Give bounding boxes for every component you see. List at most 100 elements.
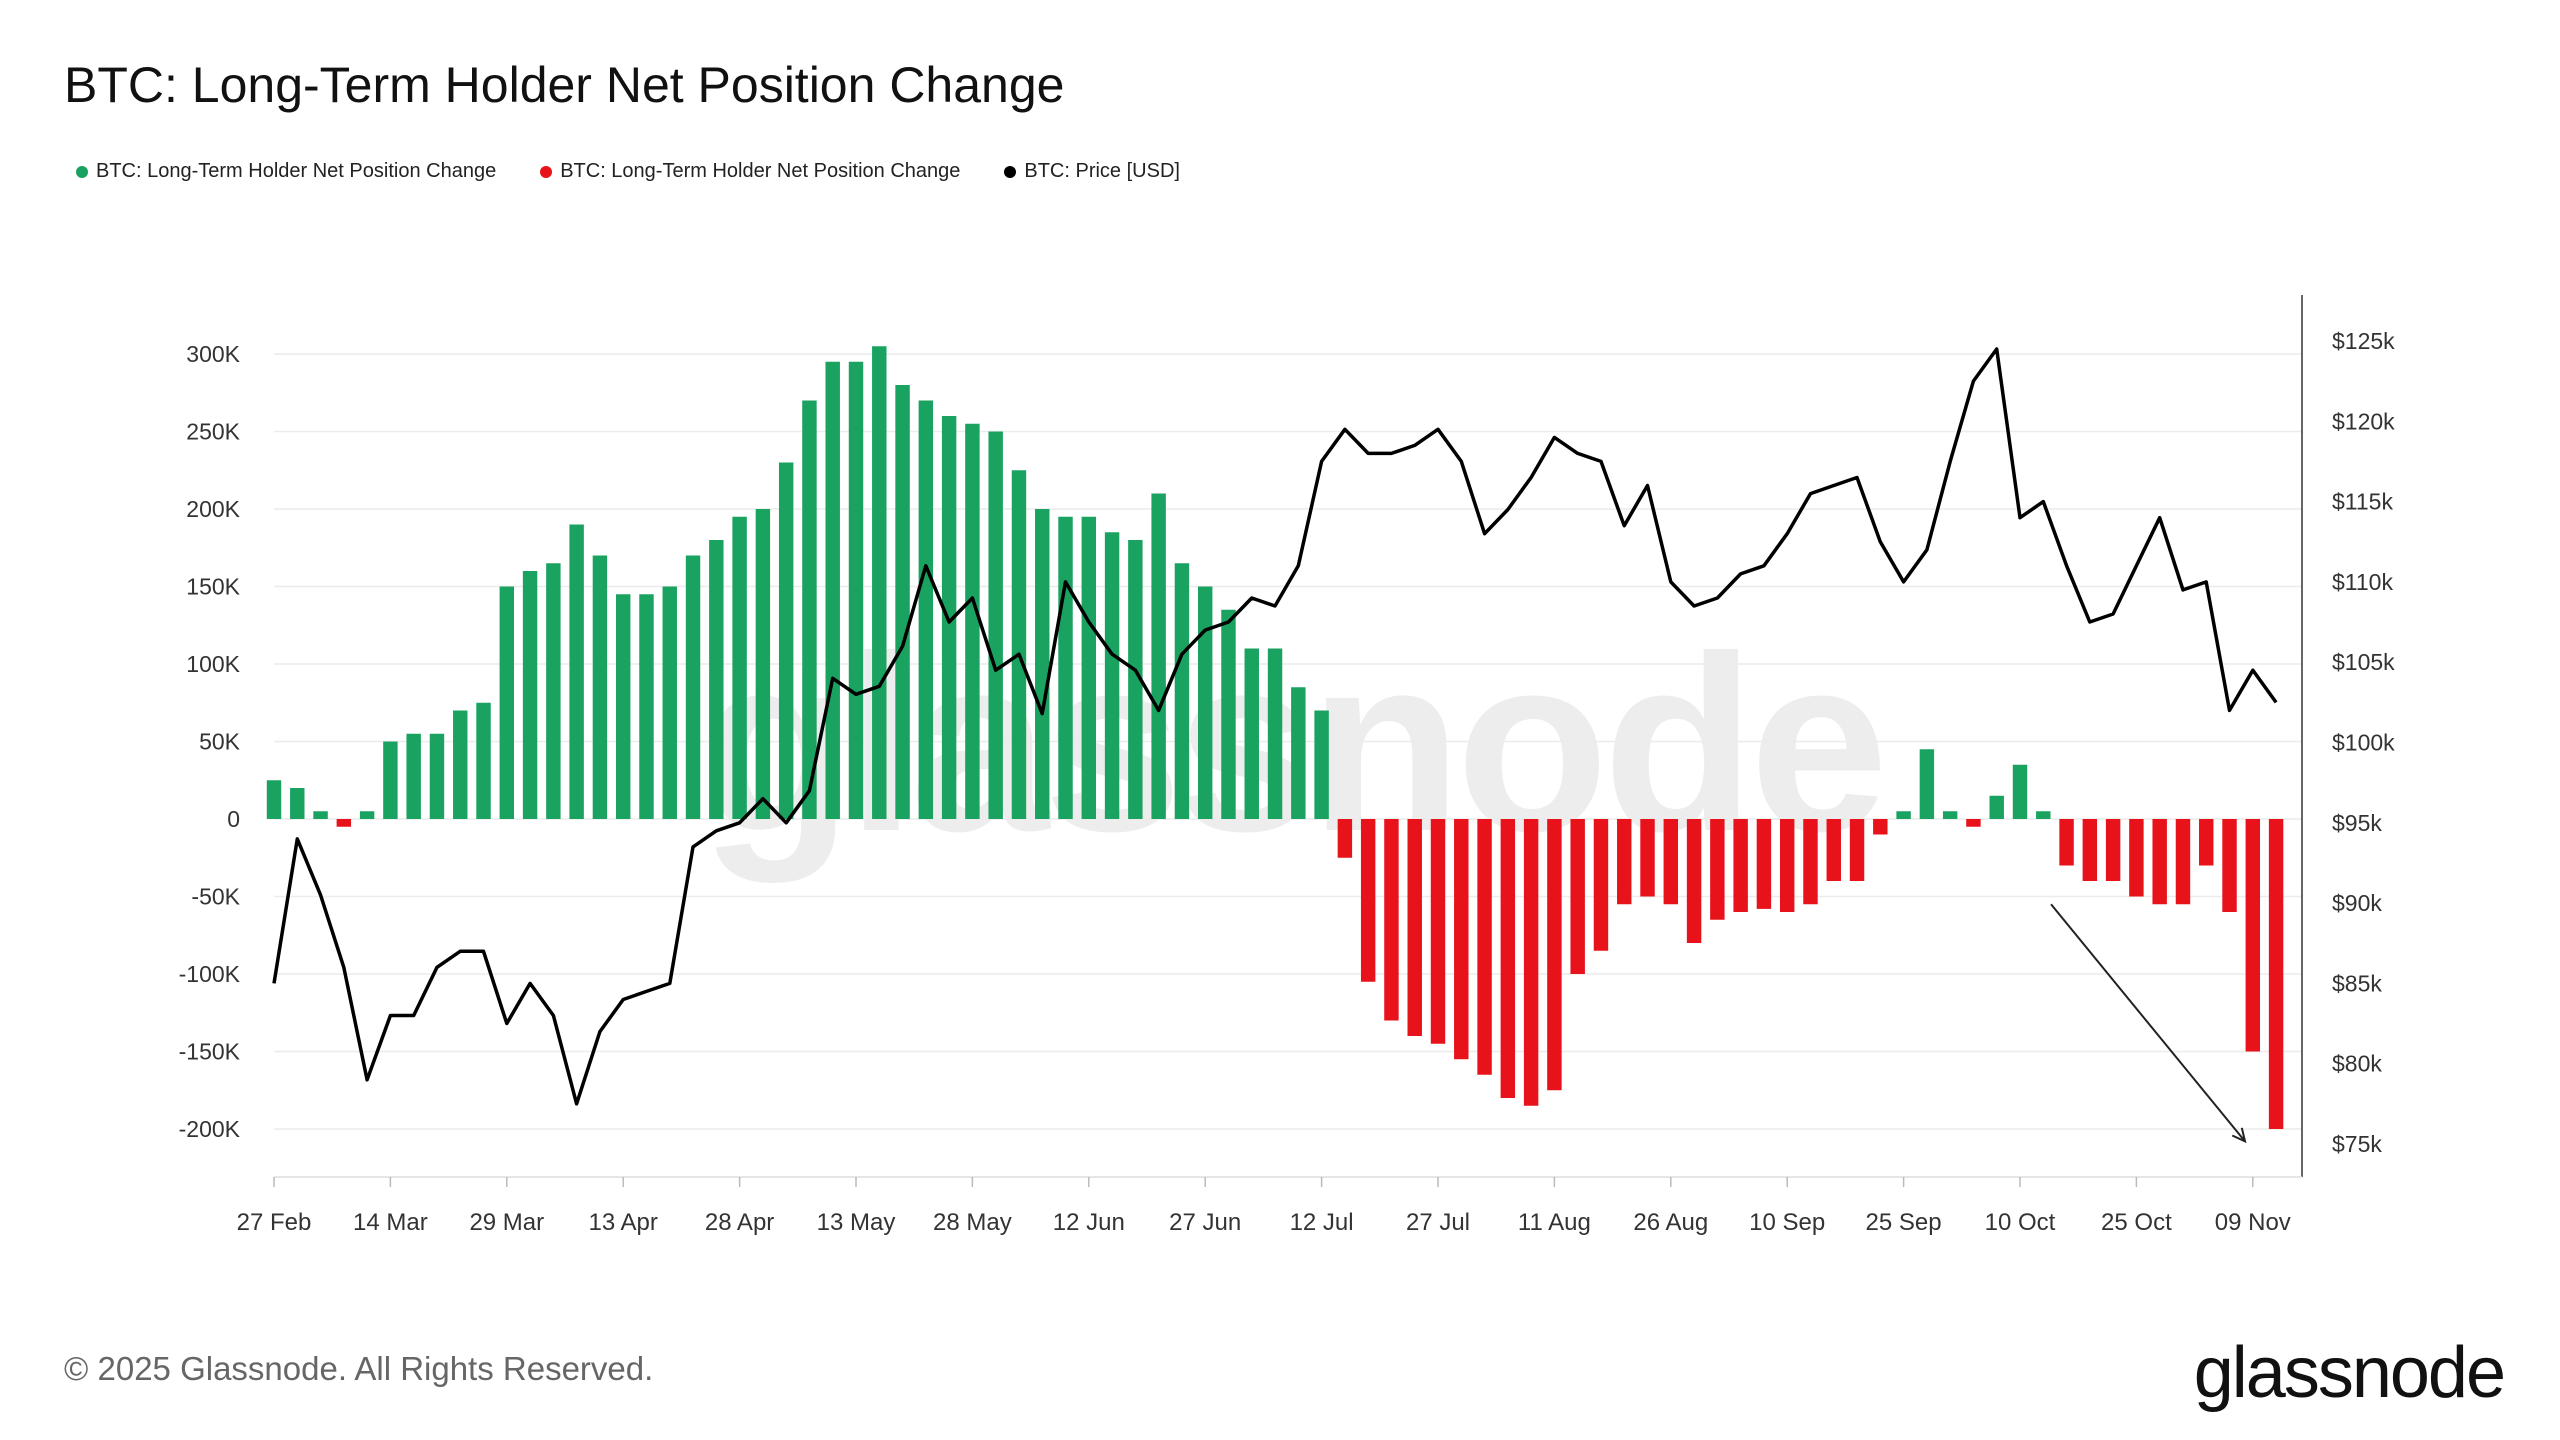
black-dot-icon [1004,165,1017,178]
y-left-tick-label: -150K [179,1039,241,1065]
y-left-tick-label: -200K [179,1116,241,1142]
bar-negative [2268,819,2284,1129]
bar-positive [383,741,398,819]
bar-negative [2245,819,2261,1052]
bar-negative [1803,819,1818,905]
bar-positive [1058,516,1073,819]
bar-negative [1547,819,1562,1091]
bar-positive [732,516,747,819]
bar-negative [1826,819,1841,881]
legend-item-lth-negative[interactable]: BTC: Long-Term Holder Net Position Chang… [540,160,960,183]
bar-negative [1360,819,1376,982]
y-right-tick-label: $120k [2332,408,2395,434]
bar-positive [755,509,771,819]
bar-positive [313,811,328,819]
x-tick-label: 26 Aug [1633,1209,1708,1236]
bar-negative [1873,819,1888,835]
bar-negative [1663,819,1679,905]
bar-positive [1267,648,1283,819]
bar-positive [1314,710,1329,819]
annotation-arrow [2050,903,2246,1143]
bar-positive [1244,648,1259,819]
bar-negative [2175,819,2191,905]
y-right-tick-label: $95k [2332,810,2382,836]
y-left-tick-label: 0 [227,806,240,832]
x-tick-label: 11 Aug [1518,1209,1591,1236]
bar-negative [336,819,352,827]
price-line [272,347,2278,1106]
bar-positive [290,788,305,819]
bar-positive [1151,493,1166,819]
bar-positive [2036,811,2051,819]
y-left-tick-label: 200K [186,496,240,522]
bar-negative [1430,819,1446,1044]
bar-positive [2012,764,2028,819]
y-right-tick-label: $125k [2332,328,2395,354]
x-tick-label: 12 Jun [1053,1209,1125,1236]
bar-positive [1221,609,1236,819]
x-tick-label: 25 Oct [2101,1209,2172,1236]
legend-item-price[interactable]: BTC: Price [USD] [1004,160,1180,183]
bar-positive [895,385,910,819]
bar-positive [825,361,840,819]
y-left-tick-label: 300K [186,341,240,367]
y-left-tick-label: 250K [186,419,240,445]
bar-negative [1477,819,1492,1075]
bar-negative [1733,819,1748,912]
bar-positive [778,462,794,819]
bar-positive [406,733,421,819]
y-right-tick-label: $85k [2332,970,2382,996]
glassnode-logo: glassnode [2193,1333,2506,1413]
bar-positive [918,400,934,819]
bar-negative [1617,819,1632,905]
bar-positive [965,423,980,819]
bar-negative [1710,819,1725,920]
bar-negative [2129,819,2144,897]
bar-positive [546,563,561,819]
bar-positive [1291,687,1306,819]
bar-positive [1989,795,2004,819]
bar-positive [639,594,654,819]
bar-positive [802,400,817,819]
bar-positive [1919,749,1935,819]
y-left-tick-label: -100K [179,961,241,987]
legend-label: BTC: Long-Term Holder Net Position Chang… [96,160,497,182]
bar-positive [522,571,538,819]
y-right-tick-label: $115k [2332,489,2393,515]
arrowhead-icon [2231,1127,2247,1144]
x-tick-label: 28 Apr [705,1209,774,1236]
legend-item-lth-positive[interactable]: BTC: Long-Term Holder Net Position Chang… [76,160,496,183]
bar-positive [476,702,491,819]
bar-positive [1128,540,1143,819]
x-tick-label: 28 May [933,1209,1012,1236]
x-tick-label: 09 Nov [2215,1209,2291,1236]
bar-positive [1081,516,1097,819]
x-tick-label: 27 Jul [1406,1209,1470,1236]
bar-negative [1407,819,1422,1036]
y-right-tick-label: $105k [2332,649,2395,675]
bar-positive [592,555,608,819]
bar-positive [709,540,724,819]
bar-positive [1035,509,1050,819]
y-right-tick-label: $90k [2332,890,2382,916]
bar-positive [1174,563,1190,819]
x-tick-label: 13 Apr [589,1209,658,1236]
y-left-tick-label: -50K [191,884,240,910]
bar-positive [1942,811,1958,819]
bar-positive [848,361,864,819]
bar-positive [429,733,445,819]
bar-negative [1384,819,1399,1021]
bar-positive [1011,470,1027,819]
copyright: © 2025 Glassnode. All Rights Reserved. [64,1350,654,1387]
green-dot-icon [76,165,88,178]
bar-positive [685,555,701,819]
bar-negative [1966,819,1981,827]
legend-label: BTC: Price [USD] [1024,160,1180,182]
y-left-tick-label: 100K [186,651,240,677]
bar-positive [569,524,584,819]
bar-positive [662,586,677,819]
bar-positive [453,710,468,819]
x-tick-label: 12 Jul [1290,1209,1354,1236]
bar-negative [2222,819,2237,912]
